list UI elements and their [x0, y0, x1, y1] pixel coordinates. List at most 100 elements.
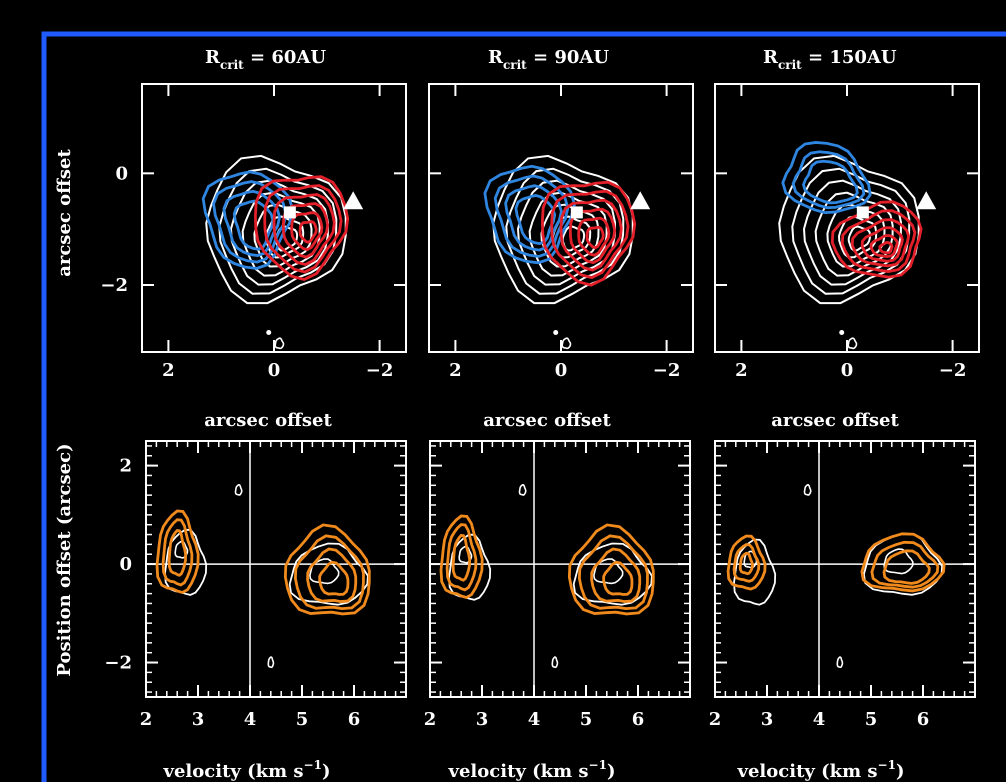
data-contour	[836, 656, 844, 669]
orange-model-contour	[161, 518, 194, 587]
blue-model-contour	[514, 194, 557, 246]
orange-model-contour	[732, 543, 761, 583]
panel-title-3: Rcrit = 150AU	[763, 47, 897, 72]
red-model-contour	[540, 180, 637, 287]
panels-layer: 2 0 −2 0 −2 2 0 −2 2 0 −2 2 3 4 5 6 2 0 −2 2 3 4 5 6 2 3 4 5 6	[100, 83, 980, 730]
top-xlabel-2: arcsec offset	[483, 410, 611, 431]
blue-model-contour	[232, 199, 275, 251]
triangle-marker	[343, 191, 364, 210]
x-tick-label: 5	[580, 709, 593, 730]
orange-model-contour	[445, 523, 478, 592]
data-contour	[551, 656, 559, 669]
rcrit-eq: =	[244, 47, 272, 68]
orange-model-contour	[155, 509, 200, 595]
orange-model-contour	[726, 534, 767, 591]
top-panel-3: 2 0 −2	[714, 83, 980, 381]
square-marker	[283, 206, 296, 219]
panel-title-2: Rcrit = 90AU	[488, 47, 609, 72]
red-model-contour	[263, 184, 343, 274]
data-contour	[234, 483, 243, 496]
data-contour	[518, 483, 527, 496]
orange-model-contour	[318, 560, 350, 596]
x-tick-label: −2	[366, 360, 394, 381]
blue-model-contour	[201, 170, 295, 270]
top-panel-2: 2 0 −2	[428, 83, 694, 381]
x-tick-label: 5	[865, 709, 878, 730]
x-tick-label: 0	[841, 360, 854, 381]
x-tick-label: 3	[192, 709, 205, 730]
orange-model-contour	[602, 560, 634, 596]
red-model-contour	[850, 218, 911, 268]
rcrit-value: 90AU	[554, 47, 609, 68]
data-contour	[274, 337, 285, 350]
frame-border	[41, 31, 1006, 782]
y-tick-label: −2	[104, 653, 132, 674]
top-xlabel-1: arcsec offset	[204, 410, 332, 431]
rcrit-value: 60AU	[271, 47, 326, 68]
orange-model-contour	[870, 540, 940, 589]
bottom-panel-2: 2 3 4 5 6	[424, 440, 691, 730]
triangle-marker	[630, 191, 651, 210]
xlabel-main: velocity (km s	[448, 761, 589, 782]
square-marker	[570, 206, 583, 219]
x-tick-label: 4	[528, 709, 541, 730]
data-contour	[838, 215, 878, 259]
x-tick-label: −2	[653, 360, 681, 381]
y-tick-label: −2	[100, 275, 128, 296]
rcrit-sub: crit	[778, 58, 802, 72]
orange-model-contour	[577, 534, 649, 611]
red-model-contour	[272, 193, 336, 267]
x-tick-label: 0	[555, 360, 568, 381]
y-tick-label: 0	[119, 554, 132, 575]
plot-frame	[429, 440, 691, 698]
x-tick-label: 2	[162, 360, 175, 381]
x-tick-label: 6	[348, 709, 361, 730]
xlabel-exp: −1	[304, 758, 322, 772]
rcrit-sub: crit	[503, 58, 527, 72]
data-dot	[266, 329, 272, 335]
data-contour	[847, 225, 872, 252]
bottom-ylabel: Position offset (arcsec)	[54, 443, 75, 676]
orange-model-contour	[860, 532, 946, 593]
rcrit-symbol: R	[205, 47, 221, 68]
orange-model-contour	[439, 514, 484, 600]
x-tick-label: 4	[813, 709, 826, 730]
red-model-contour	[568, 207, 617, 265]
red-model-contour	[577, 216, 611, 257]
orange-model-contour	[451, 533, 472, 582]
x-tick-label: −2	[939, 360, 967, 381]
orange-model-contour	[293, 534, 365, 611]
data-contour	[803, 483, 812, 496]
xlabel-main: velocity (km s	[737, 761, 878, 782]
x-tick-label: 2	[709, 709, 722, 730]
red-model-contour	[298, 220, 318, 244]
y-tick-label: 2	[119, 456, 132, 477]
x-tick-label: 4	[244, 709, 257, 730]
y-tick-label: 0	[115, 163, 128, 184]
red-model-contour	[559, 198, 623, 272]
red-model-contour	[253, 175, 350, 281]
bottom-panel-1: 2 3 4 5 6 2 0 −2	[104, 440, 407, 730]
xlabel-close: )	[322, 761, 331, 782]
orange-model-contour	[167, 529, 188, 577]
x-tick-label: 5	[296, 709, 309, 730]
orange-model-contour	[590, 547, 642, 603]
orange-model-contour	[882, 549, 931, 585]
red-model-contour	[585, 225, 605, 250]
orange-model-contour	[283, 523, 371, 616]
blue-model-contour	[791, 150, 866, 210]
triangle-marker	[916, 191, 937, 210]
x-tick-label: 2	[449, 360, 462, 381]
data-contour	[448, 533, 492, 601]
xlabel-close: )	[896, 761, 905, 782]
x-tick-label: 2	[140, 709, 153, 730]
x-tick-label: 6	[632, 709, 645, 730]
top-ylabel: arcsec offset	[54, 149, 75, 277]
data-contour	[847, 337, 858, 350]
plot-frame	[145, 440, 407, 698]
xlabel-exp: −1	[878, 758, 896, 772]
rcrit-symbol: R	[488, 47, 504, 68]
orange-model-contour	[306, 547, 358, 603]
